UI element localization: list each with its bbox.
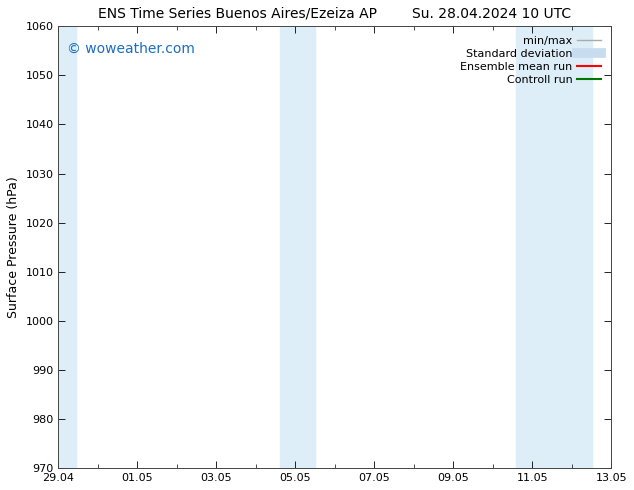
Bar xyxy=(280,26,315,468)
Title: ENS Time Series Buenos Aires/Ezeiza AP        Su. 28.04.2024 10 UTC: ENS Time Series Buenos Aires/Ezeiza AP S… xyxy=(98,7,571,21)
Bar xyxy=(58,26,76,468)
Legend: min/max, Standard deviation, Ensemble mean run, Controll run: min/max, Standard deviation, Ensemble me… xyxy=(456,32,605,89)
Bar xyxy=(517,26,592,468)
Y-axis label: Surface Pressure (hPa): Surface Pressure (hPa) xyxy=(7,176,20,318)
Text: © woweather.com: © woweather.com xyxy=(67,42,195,56)
